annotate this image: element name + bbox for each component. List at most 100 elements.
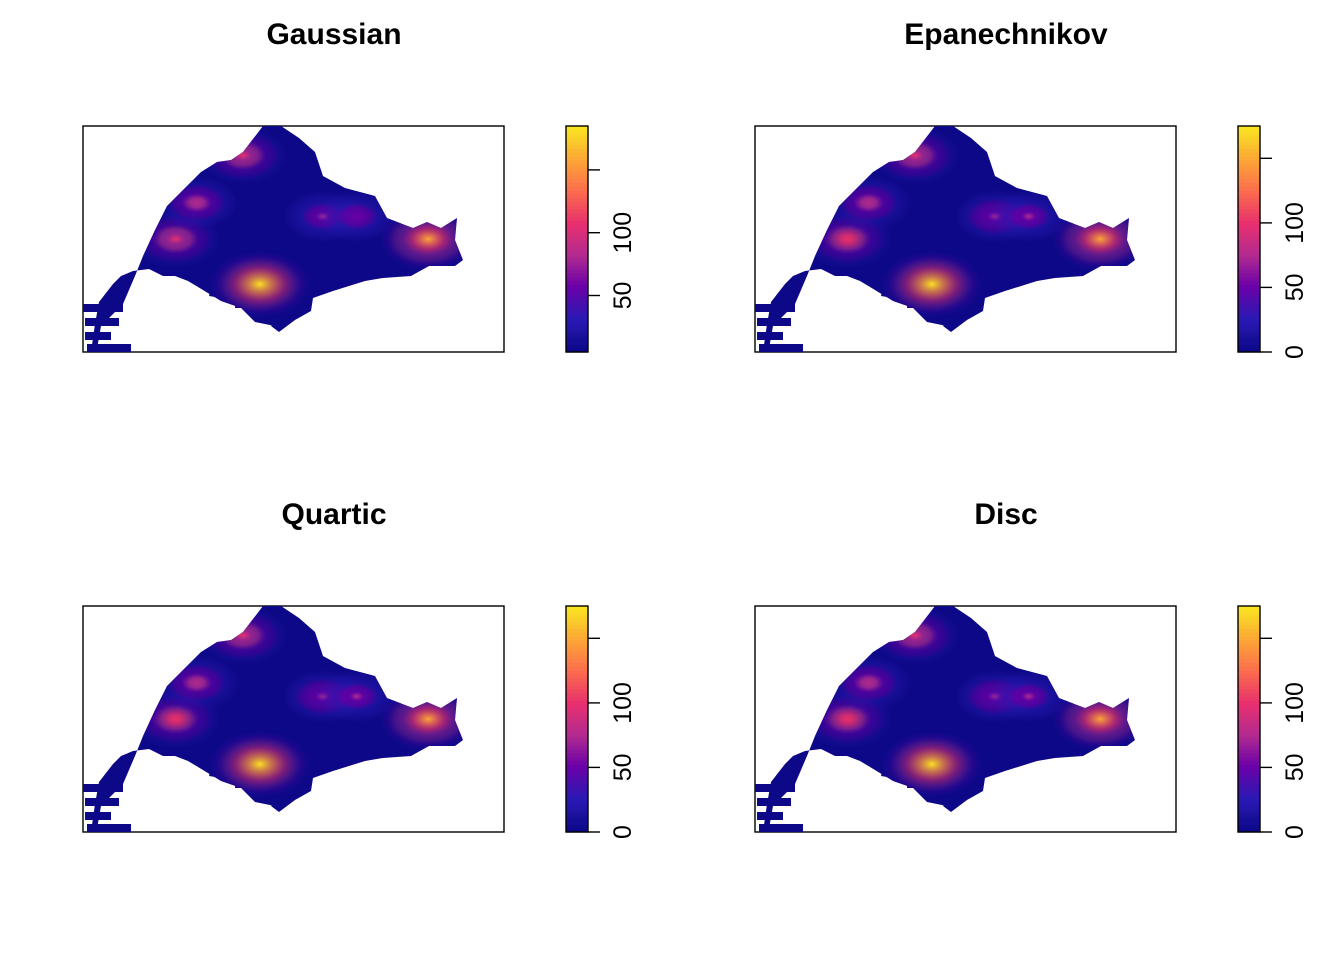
colorbar-segment — [566, 737, 588, 743]
colorbar-segment — [566, 813, 588, 818]
colorbar-segment — [566, 272, 588, 278]
colorbar-segment — [566, 216, 588, 221]
colorbar-segment — [1238, 606, 1260, 611]
colorbar-segment — [566, 726, 588, 731]
colorbar: 0 50 100 — [565, 605, 637, 839]
colorbar-segment — [1238, 824, 1260, 829]
colorbar-segment — [566, 632, 588, 637]
colorbar-segment — [566, 129, 588, 135]
colorbar-segment — [566, 621, 588, 626]
colorbar-segment — [566, 790, 588, 795]
colorbar-segment — [566, 805, 588, 810]
colorbar-segment — [1238, 670, 1260, 675]
colorbar-segment — [566, 303, 588, 308]
colorbar-segment — [566, 670, 588, 675]
colorbar-segment — [1238, 306, 1260, 312]
colorbar-segment — [566, 624, 588, 630]
chart-panel-epanechnikov: Epanechnikov 0 50 100 — [754, 18, 1309, 359]
colorbar-segment — [1238, 722, 1260, 728]
colorbar-segment — [1238, 809, 1260, 814]
colorbar-segment — [1238, 126, 1260, 131]
colorbar-segment — [566, 152, 588, 157]
colorbar-frame — [565, 605, 589, 833]
colorbar-segment — [566, 344, 588, 349]
colorbar-segment — [566, 730, 588, 735]
colorbar-segment — [566, 677, 588, 682]
colorbar-segment — [1238, 193, 1260, 199]
colorbar-segment — [566, 325, 588, 330]
colorbar: 50 100 — [565, 125, 637, 353]
colorbar-segment — [1238, 771, 1260, 777]
colorbar-segment — [566, 692, 588, 697]
colorbar-segment — [566, 321, 588, 327]
colorbar-segment — [1238, 205, 1260, 210]
colorbar-segment — [1238, 336, 1260, 342]
colorbar-segment — [1238, 261, 1260, 266]
colorbar-segment — [1238, 257, 1260, 263]
colorbar-segment — [566, 658, 588, 664]
colorbar-tick-label: 50 — [609, 753, 637, 781]
colorbar-segment — [1238, 137, 1260, 142]
colorbar-segment — [566, 707, 588, 713]
colorbar-segment — [566, 348, 588, 353]
colorbar-segment — [566, 333, 588, 338]
colorbar-tick-label: 0 — [1281, 345, 1309, 359]
colorbar-segment — [1238, 156, 1260, 161]
colorbar-segment — [566, 231, 588, 236]
chart-panel-disc: Disc 0 50 100 — [754, 498, 1309, 839]
density-hotspot — [207, 730, 312, 799]
colorbar-tick-label: 50 — [1281, 753, 1309, 781]
colorbar-segment — [1238, 344, 1260, 349]
colorbar-segment — [566, 295, 588, 300]
colorbar-segment — [566, 617, 588, 622]
colorbar-segment — [1238, 197, 1260, 202]
colorbar-segment — [1238, 299, 1260, 304]
colorbar-segment — [566, 700, 588, 705]
colorbar-segment — [1238, 767, 1260, 773]
colorbar-segment — [566, 246, 588, 251]
panel-title: Epanechnikov — [904, 18, 1108, 51]
colorbar-segment — [566, 673, 588, 679]
colorbar-segment — [1238, 617, 1260, 622]
colorbar-segment — [566, 336, 588, 342]
colorbar-segment — [566, 654, 588, 660]
colorbar-segment — [566, 190, 588, 195]
colorbar-segment — [566, 340, 588, 346]
colorbar-segment — [566, 227, 588, 233]
colorbar-segment — [566, 208, 588, 214]
colorbar-segment — [1238, 711, 1260, 716]
colorbar-segment — [566, 287, 588, 293]
density-hotspot — [985, 188, 1072, 245]
colorbar-segment — [566, 212, 588, 217]
colorbar-segment — [566, 628, 588, 633]
colorbar-segment — [1238, 632, 1260, 637]
colorbar-segment — [1238, 159, 1260, 165]
density-hotspot — [207, 250, 312, 319]
colorbar-segment — [566, 688, 588, 694]
colorbar-segment — [566, 685, 588, 690]
colorbar-segment — [1238, 171, 1260, 176]
colorbar-tick-label: 100 — [1281, 202, 1309, 244]
colorbar-segment — [566, 681, 588, 686]
colorbar-segment — [1238, 719, 1260, 724]
colorbar-segment — [1238, 707, 1260, 713]
colorbar-segment — [566, 159, 588, 165]
colorbar-segment — [1238, 692, 1260, 697]
colorbar-segment — [566, 828, 588, 833]
colorbar-segment — [1238, 133, 1260, 138]
colorbar-segment — [1238, 752, 1260, 758]
colorbar-segment — [566, 613, 588, 618]
colorbar-segment — [566, 261, 588, 266]
colorbar-segment — [1238, 163, 1260, 169]
colorbar-segment — [566, 741, 588, 746]
colorbar-segment — [566, 703, 588, 709]
colorbar-segment — [566, 265, 588, 270]
colorbar-segment — [566, 647, 588, 652]
colorbar-segment — [566, 291, 588, 297]
colorbar-segment — [566, 722, 588, 728]
colorbar-segment — [1238, 250, 1260, 255]
colorbar-segment — [1238, 284, 1260, 289]
colorbar-segment — [1238, 816, 1260, 822]
colorbar-segment — [1238, 654, 1260, 660]
